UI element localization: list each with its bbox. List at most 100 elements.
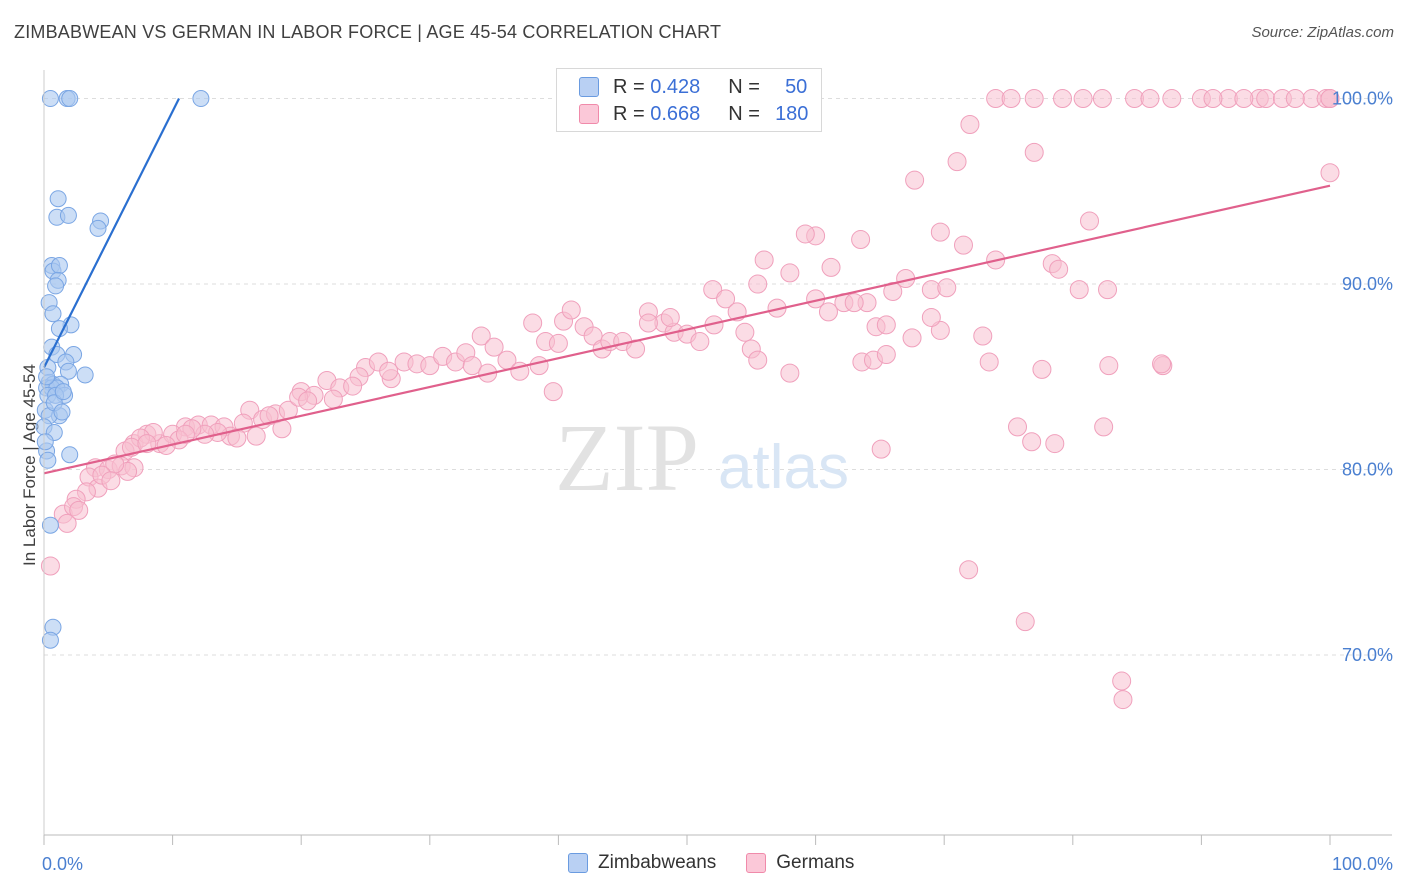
y-tick-label: 70.0%: [1342, 645, 1393, 665]
german-point: [1069, 280, 1089, 300]
legend-swatch-zimbabweans: [568, 853, 588, 873]
zimbabwean-point: [50, 257, 68, 275]
zimbabwean-point: [61, 446, 79, 464]
german-point: [716, 289, 736, 309]
german-point: [638, 313, 658, 333]
german-point: [484, 337, 504, 357]
legend-swatch-blue: [579, 77, 599, 97]
german-point: [735, 322, 755, 342]
german-point: [1099, 356, 1119, 376]
gridlines: [44, 98, 1392, 656]
legend-item-germans: Germans: [746, 852, 854, 874]
german-point: [543, 382, 563, 402]
zimbabwean-point: [47, 277, 65, 295]
german-point: [175, 424, 195, 444]
german-trend-line: [43, 184, 1331, 475]
x-tick-max: 100.0%: [1332, 854, 1393, 874]
y-tick-label: 100.0%: [1332, 89, 1393, 109]
german-point: [69, 500, 89, 520]
german-point: [947, 152, 967, 172]
german-point: [690, 332, 710, 352]
zimbabwean-point: [192, 90, 210, 108]
german-point: [1001, 89, 1021, 109]
legend-n-value: 50: [785, 75, 808, 98]
stats-legend: R = 0.428 N = 50 R = 0.668 N = 180: [556, 68, 822, 132]
legend-r-label: R =: [613, 75, 645, 98]
german-point: [561, 300, 581, 320]
german-point: [1098, 280, 1118, 300]
german-point: [1112, 671, 1132, 691]
german-point: [343, 376, 363, 396]
german-point: [754, 250, 774, 270]
german-point: [1285, 89, 1305, 109]
legend-n-value: 180: [775, 102, 809, 125]
german-point: [960, 115, 980, 135]
legend-item-zimbabweans: Zimbabweans: [568, 852, 716, 874]
german-point: [780, 263, 800, 283]
german-point: [1152, 354, 1172, 374]
y-tick-label: 80.0%: [1342, 460, 1393, 480]
german-point: [703, 280, 723, 300]
german-point: [905, 170, 925, 190]
german-point: [660, 307, 680, 327]
german-point: [462, 356, 482, 376]
german-point: [583, 326, 603, 346]
legend-r-value: 0.668: [650, 102, 701, 125]
zimbabwean-point: [41, 90, 59, 108]
german-point: [1203, 89, 1223, 109]
german-point: [259, 406, 279, 426]
german-point: [780, 363, 800, 383]
legend-swatch-pink: [579, 104, 599, 124]
german-point: [523, 313, 543, 333]
german-point: [1320, 163, 1340, 183]
german-point: [1320, 89, 1340, 109]
zimbabwean-point: [61, 90, 79, 108]
german-point: [1024, 142, 1044, 162]
zimbabwean-point: [41, 516, 59, 534]
zimbabwean-trend-line: [43, 98, 181, 369]
german-point: [1032, 359, 1052, 379]
zimbabwean-point: [50, 320, 68, 338]
zimbabwean-point: [44, 305, 62, 323]
german-point: [748, 350, 768, 370]
german-point: [921, 307, 941, 327]
german-point: [1094, 417, 1114, 437]
zimbabwean-point: [59, 206, 77, 224]
legend-row-zimbabweans: R = 0.428 N = 50: [579, 75, 807, 99]
german-point: [529, 356, 549, 376]
german-point: [1045, 434, 1065, 454]
series-legend: Zimbabweans Germans: [568, 852, 884, 874]
zimbabwean-points: [35, 90, 210, 649]
german-point: [1092, 89, 1112, 109]
legend-r-value: 0.428: [650, 75, 701, 98]
german-point: [1024, 89, 1044, 109]
source-label: Source: ZipAtlas.com: [1251, 24, 1394, 41]
german-points: [40, 89, 1340, 710]
watermark-atlas: atlas: [718, 433, 849, 502]
german-point: [1015, 612, 1035, 632]
german-point: [1073, 89, 1093, 109]
y-tick-label: 90.0%: [1342, 274, 1393, 294]
german-point: [1053, 89, 1073, 109]
zimbabwean-point: [89, 219, 107, 237]
trend-lines: [43, 98, 1331, 475]
german-point: [101, 471, 121, 491]
y-tick-labels: 70.0% 80.0% 90.0% 100.0%: [1332, 89, 1393, 666]
german-point: [379, 361, 399, 381]
zimbabwean-point: [36, 433, 54, 451]
zimbabwean-point: [53, 403, 71, 421]
legend-label-germans: Germans: [776, 852, 855, 873]
legend-row-germans: R = 0.668 N = 180: [579, 102, 808, 126]
zimbabwean-point: [39, 451, 57, 469]
german-point: [137, 434, 157, 454]
legend-swatch-germans: [746, 853, 767, 873]
axes: [43, 70, 1392, 845]
german-point: [420, 356, 440, 376]
german-point: [246, 426, 266, 446]
german-point: [937, 278, 957, 298]
zimbabwean-point: [41, 631, 59, 649]
german-point: [1162, 89, 1182, 109]
german-point: [959, 560, 979, 580]
german-point: [979, 352, 999, 372]
german-point: [930, 320, 950, 340]
